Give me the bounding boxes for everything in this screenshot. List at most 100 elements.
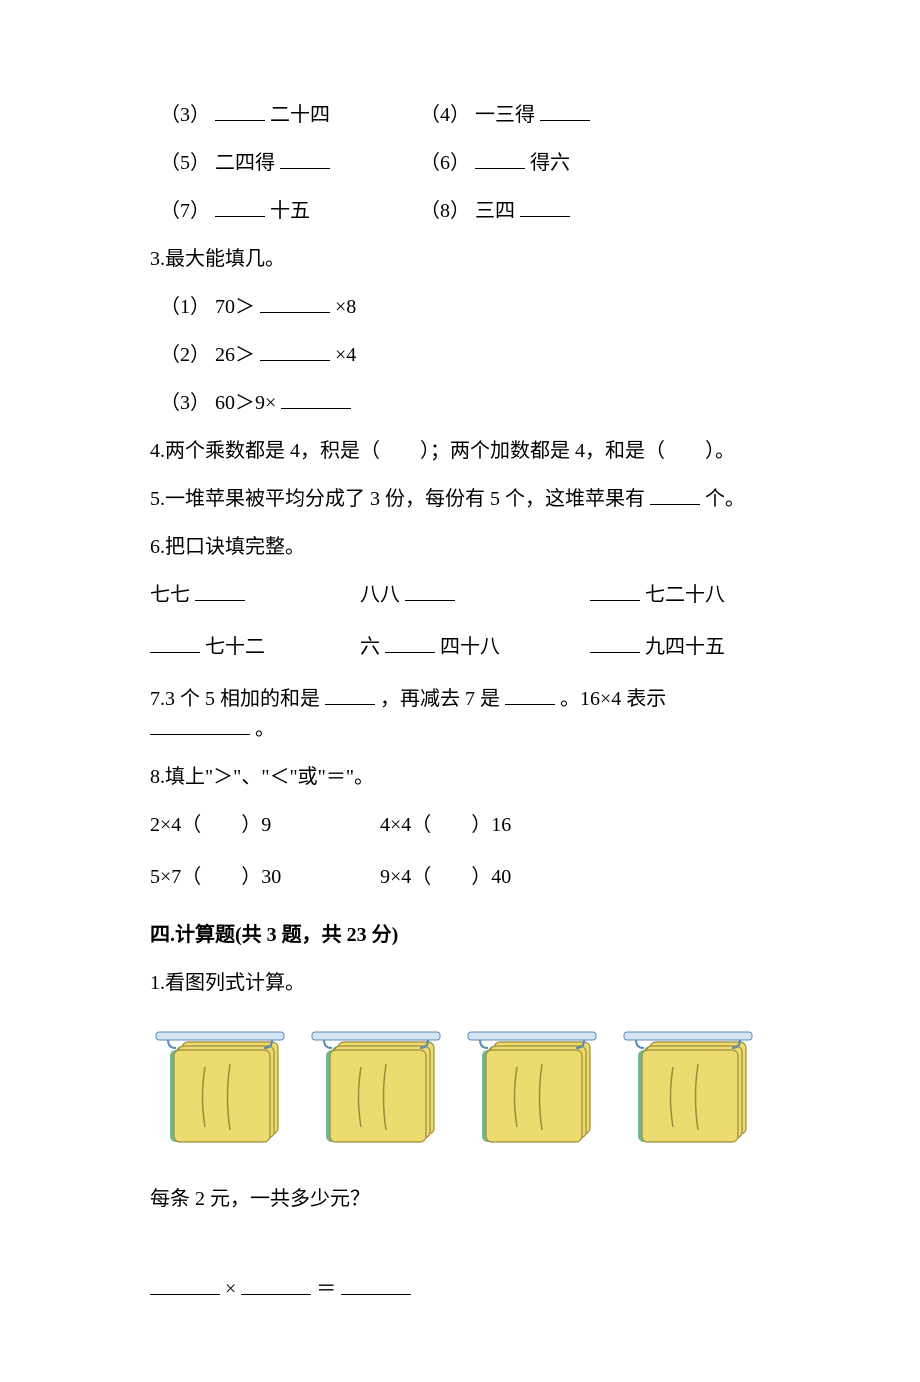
after: 四十八 xyxy=(440,636,500,658)
q7-p2: ，再减去 7 是 xyxy=(380,688,500,710)
item-num: （6） xyxy=(420,152,470,174)
l: 2×4（ xyxy=(150,814,201,836)
item-num: （8） xyxy=(420,200,470,222)
item-left: 60＞9× xyxy=(215,392,276,414)
q8-r1-c2: 4×4（ ）16 xyxy=(380,810,770,840)
towel-group xyxy=(306,1022,446,1152)
fill-blank[interactable] xyxy=(650,504,700,505)
s4-q1-equation: × ＝ xyxy=(150,1274,770,1304)
q7-p1: 7.3 个 5 相加的和是 xyxy=(150,688,320,710)
q2-item-5: （5） 二四得 xyxy=(160,148,420,178)
item-after: 二十四 xyxy=(270,104,330,126)
q3-item-1: （1） 70＞ ×8 xyxy=(150,292,770,322)
fill-blank[interactable] xyxy=(590,600,640,601)
fill-blank[interactable] xyxy=(260,312,330,313)
towel-diagram xyxy=(150,1022,770,1152)
fill-blank[interactable] xyxy=(260,360,330,361)
item-after: 得六 xyxy=(530,152,570,174)
q7-p3: 。16×4 表示 xyxy=(560,688,666,710)
after: 七二十八 xyxy=(645,584,725,606)
l: 4×4（ xyxy=(380,814,431,836)
item-right: ×8 xyxy=(335,296,356,318)
q7-p4: 。 xyxy=(255,718,275,740)
q4-text: 4.两个乘数都是 4，积是（ ）；两个加数都是 4，和是（ ）。 xyxy=(150,436,770,466)
q8-row-2: 5×7（ ）30 9×4（ ）40 xyxy=(150,862,770,892)
q8-title: 8.填上"＞"、"＜"或"＝"。 xyxy=(150,762,770,792)
q6-r1-c2: 八八 xyxy=(360,580,590,610)
q2-pair-2: （5） 二四得 （6） 得六 xyxy=(150,148,770,178)
l: 9×4（ xyxy=(380,866,431,888)
r: ）30 xyxy=(241,866,281,888)
item-num: （2） xyxy=(160,344,210,366)
q2-item-7: （7） 十五 xyxy=(160,196,420,226)
fill-blank[interactable] xyxy=(590,652,640,653)
item-num: （4） xyxy=(420,104,470,126)
item-num: （5） xyxy=(160,152,210,174)
fill-blank[interactable] xyxy=(325,704,375,705)
q6-r2-c1: 七十二 xyxy=(150,632,360,662)
towel-group xyxy=(462,1022,602,1152)
fill-blank[interactable] xyxy=(150,734,250,735)
fill-blank[interactable] xyxy=(405,600,455,601)
q6-r1-c1: 七七 xyxy=(150,580,360,610)
before: 六 xyxy=(360,636,380,658)
q3-item-3: （3） 60＞9× xyxy=(150,388,770,418)
item-num: （3） xyxy=(160,392,210,414)
fill-blank[interactable] xyxy=(150,652,200,653)
q3-title: 3.最大能填几。 xyxy=(150,244,770,274)
q8-r2-c2: 9×4（ ）40 xyxy=(380,862,770,892)
q8-r2-c1: 5×7（ ）30 xyxy=(150,862,380,892)
q2-item-6: （6） 得六 xyxy=(420,148,770,178)
item-num: （1） xyxy=(160,296,210,318)
fill-blank[interactable] xyxy=(150,1294,220,1295)
r: ）40 xyxy=(471,866,511,888)
q8-row-1: 2×4（ ）9 4×4（ ）16 xyxy=(150,810,770,840)
q2-item-8: （8） 三四 xyxy=(420,196,770,226)
times-symbol: × xyxy=(225,1278,236,1300)
item-right: ×4 xyxy=(335,344,356,366)
towel-group xyxy=(150,1022,290,1152)
r: ）9 xyxy=(241,814,271,836)
before: 七七 xyxy=(150,584,190,606)
q7-line: 7.3 个 5 相加的和是 ，再减去 7 是 。16×4 表示 。 xyxy=(150,684,770,744)
q5-after: 个。 xyxy=(705,488,745,510)
s4-q1-prompt: 每条 2 元，一共多少元？ xyxy=(150,1184,770,1214)
item-before: 二四得 xyxy=(215,152,275,174)
equals-symbol: ＝ xyxy=(316,1278,336,1300)
q3-item-2: （2） 26＞ ×4 xyxy=(150,340,770,370)
item-num: （7） xyxy=(160,200,210,222)
fill-blank[interactable] xyxy=(385,652,435,653)
fill-blank[interactable] xyxy=(505,704,555,705)
q6-row-2: 七十二 六 四十八 九四十五 xyxy=(150,632,770,662)
after: 九四十五 xyxy=(645,636,725,658)
item-before: 一三得 xyxy=(475,104,535,126)
fill-blank[interactable] xyxy=(241,1294,311,1295)
fill-blank[interactable] xyxy=(281,408,351,409)
q8-r1-c1: 2×4（ ）9 xyxy=(150,810,380,840)
q6-row-1: 七七 八八 七二十八 xyxy=(150,580,770,610)
q2-item-3: （3） 二十四 xyxy=(160,100,420,130)
item-left: 70＞ xyxy=(215,296,255,318)
fill-blank[interactable] xyxy=(475,168,525,169)
fill-blank[interactable] xyxy=(280,168,330,169)
item-num: （3） xyxy=(160,104,210,126)
q6-r2-c3: 九四十五 xyxy=(590,632,770,662)
item-left: 26＞ xyxy=(215,344,255,366)
s4-q1-title: 1.看图列式计算。 xyxy=(150,968,770,998)
q6-r1-c3: 七二十八 xyxy=(590,580,770,610)
q2-pair-1: （3） 二十四 （4） 一三得 xyxy=(150,100,770,130)
r: ）16 xyxy=(471,814,511,836)
fill-blank[interactable] xyxy=(540,120,590,121)
q2-pair-3: （7） 十五 （8） 三四 xyxy=(150,196,770,226)
before: 八八 xyxy=(360,584,400,606)
fill-blank[interactable] xyxy=(215,120,265,121)
l: 5×7（ xyxy=(150,866,201,888)
after: 七十二 xyxy=(205,636,265,658)
fill-blank[interactable] xyxy=(215,216,265,217)
item-after: 十五 xyxy=(270,200,310,222)
fill-blank[interactable] xyxy=(195,600,245,601)
item-before: 三四 xyxy=(475,200,515,222)
fill-blank[interactable] xyxy=(520,216,570,217)
q6-title: 6.把口诀填完整。 xyxy=(150,532,770,562)
fill-blank[interactable] xyxy=(341,1294,411,1295)
